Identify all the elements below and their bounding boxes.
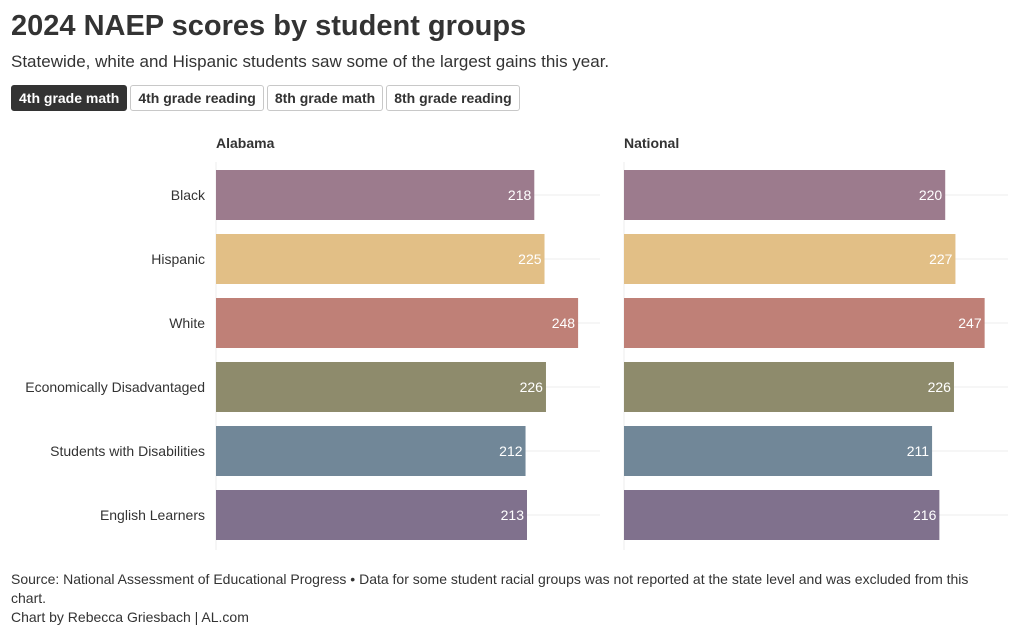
panel-header-national: National — [624, 135, 679, 151]
bar-national-4 — [624, 426, 933, 476]
source-note: Source: National Assessment of Education… — [11, 571, 969, 606]
bar-national-3 — [624, 362, 954, 412]
bar-alabama-2 — [216, 298, 579, 348]
chart-footer: Source: National Assessment of Education… — [11, 570, 1001, 627]
data-label-national-0: 220 — [919, 187, 943, 203]
tab-4th-grade-math[interactable]: 4th grade math — [11, 85, 128, 111]
bar-national-2 — [624, 298, 985, 348]
chart-credit: Chart by Rebecca Griesbach | AL.com — [11, 609, 249, 625]
bar-alabama-5 — [216, 490, 527, 540]
data-label-national-3: 226 — [928, 379, 952, 395]
data-label-national-1: 227 — [929, 251, 953, 267]
chart-title: 2024 NAEP scores by student groups — [11, 10, 527, 42]
category-label-2: White — [169, 315, 205, 331]
grade-subject-tabs: 4th grade math 4th grade reading 8th gra… — [11, 85, 520, 111]
bar-alabama-4 — [216, 426, 526, 476]
bar-alabama-1 — [216, 234, 545, 284]
category-label-1: Hispanic — [151, 251, 205, 267]
data-label-national-2: 247 — [958, 315, 982, 331]
category-label-5: English Learners — [100, 507, 205, 523]
data-label-alabama-5: 213 — [501, 507, 525, 523]
bar-alabama-0 — [216, 170, 535, 220]
category-label-4: Students with Disabilities — [50, 443, 205, 459]
category-label-3: Economically Disadvantaged — [25, 379, 205, 395]
data-label-alabama-3: 226 — [520, 379, 544, 395]
bar-chart: Black Hispanic White Economically Disadvant… — [25, 135, 1008, 550]
bar-national-0 — [624, 170, 946, 220]
bar-national-5 — [624, 490, 940, 540]
tab-8th-grade-reading[interactable]: 8th grade reading — [386, 85, 520, 111]
tab-4th-grade-reading[interactable]: 4th grade reading — [130, 85, 264, 111]
bar-national-1 — [624, 234, 956, 284]
category-label-0: Black — [171, 187, 206, 203]
data-label-alabama-0: 218 — [508, 187, 532, 203]
tab-8th-grade-math[interactable]: 8th grade math — [266, 85, 384, 111]
data-label-national-5: 216 — [913, 507, 937, 523]
chart-subtitle: Statewide, white and Hispanic students s… — [11, 52, 610, 71]
data-label-alabama-4: 212 — [499, 443, 523, 459]
bar-alabama-3 — [216, 362, 546, 412]
panel-header-alabama: Alabama — [216, 135, 275, 151]
data-label-alabama-2: 248 — [552, 315, 576, 331]
data-label-alabama-1: 225 — [518, 251, 542, 267]
data-label-national-4: 211 — [907, 443, 930, 459]
